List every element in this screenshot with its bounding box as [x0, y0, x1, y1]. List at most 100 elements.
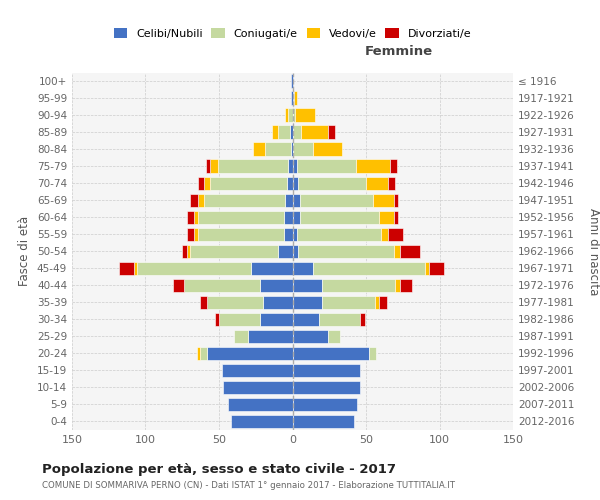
Bar [313, 262, 425, 275]
Bar [369, 347, 376, 360]
Bar [328, 330, 340, 343]
Bar [272, 126, 278, 138]
Bar [253, 142, 265, 156]
Bar [190, 244, 278, 258]
Bar [288, 108, 293, 122]
Bar [425, 262, 429, 275]
Bar [119, 262, 134, 275]
Bar [379, 296, 386, 309]
Bar [322, 278, 395, 292]
Y-axis label: Anni di nascita: Anni di nascita [587, 208, 599, 295]
Bar [313, 142, 343, 156]
Bar [251, 262, 293, 275]
Bar [293, 296, 322, 309]
Bar [375, 296, 379, 309]
Bar [199, 194, 204, 207]
Bar [373, 194, 394, 207]
Bar [284, 210, 293, 224]
Bar [319, 312, 360, 326]
Bar [207, 347, 293, 360]
Bar [356, 160, 389, 173]
Bar [366, 176, 388, 190]
Bar [184, 278, 260, 292]
Bar [293, 160, 297, 173]
Bar [293, 330, 328, 343]
Bar [234, 330, 248, 343]
Bar [228, 398, 293, 411]
Bar [287, 176, 293, 190]
Bar [248, 330, 293, 343]
Bar [400, 244, 421, 258]
Bar [400, 278, 412, 292]
Bar [284, 228, 293, 241]
Bar [298, 244, 394, 258]
Bar [293, 244, 298, 258]
Legend: Celibi/Nubili, Coniugati/e, Vedovi/e, Divorziati/e: Celibi/Nubili, Coniugati/e, Vedovi/e, Di… [113, 28, 472, 39]
Bar [293, 398, 357, 411]
Bar [215, 312, 219, 326]
Bar [173, 278, 184, 292]
Bar [194, 228, 199, 241]
Bar [294, 92, 297, 104]
Bar [137, 262, 251, 275]
Bar [199, 228, 284, 241]
Bar [260, 312, 293, 326]
Bar [293, 210, 300, 224]
Bar [187, 210, 194, 224]
Bar [182, 244, 187, 258]
Text: Femmine: Femmine [364, 45, 433, 58]
Bar [194, 210, 199, 224]
Bar [200, 347, 207, 360]
Bar [293, 92, 294, 104]
Bar [395, 278, 400, 292]
Bar [394, 210, 398, 224]
Bar [293, 364, 360, 377]
Bar [394, 244, 400, 258]
Bar [300, 194, 373, 207]
Bar [197, 347, 200, 360]
Bar [300, 210, 379, 224]
Bar [231, 415, 293, 428]
Bar [389, 160, 397, 173]
Bar [293, 347, 369, 360]
Bar [360, 312, 365, 326]
Bar [204, 194, 285, 207]
Bar [210, 160, 218, 173]
Bar [388, 228, 403, 241]
Bar [291, 74, 293, 88]
Bar [285, 108, 288, 122]
Bar [293, 228, 297, 241]
Bar [204, 176, 210, 190]
Bar [295, 108, 314, 122]
Bar [293, 262, 313, 275]
Bar [322, 296, 375, 309]
Bar [297, 160, 356, 173]
Bar [199, 210, 284, 224]
Bar [223, 381, 293, 394]
Bar [298, 176, 366, 190]
Bar [187, 244, 190, 258]
Bar [263, 296, 293, 309]
Bar [291, 142, 293, 156]
Bar [199, 176, 204, 190]
Bar [207, 296, 263, 309]
Bar [293, 415, 354, 428]
Bar [293, 194, 300, 207]
Text: COMUNE DI SOMMARIVA PERNO (CN) - Dati ISTAT 1° gennaio 2017 - Elaborazione TUTTI: COMUNE DI SOMMARIVA PERNO (CN) - Dati IS… [42, 481, 455, 490]
Bar [265, 142, 291, 156]
Bar [288, 160, 293, 173]
Bar [293, 142, 313, 156]
Bar [210, 176, 287, 190]
Bar [190, 194, 199, 207]
Y-axis label: Fasce di età: Fasce di età [19, 216, 31, 286]
Bar [379, 210, 394, 224]
Bar [134, 262, 137, 275]
Bar [278, 244, 293, 258]
Bar [206, 160, 210, 173]
Bar [293, 108, 295, 122]
Bar [218, 160, 288, 173]
Bar [429, 262, 444, 275]
Bar [187, 228, 194, 241]
Bar [291, 92, 293, 104]
Bar [293, 126, 301, 138]
